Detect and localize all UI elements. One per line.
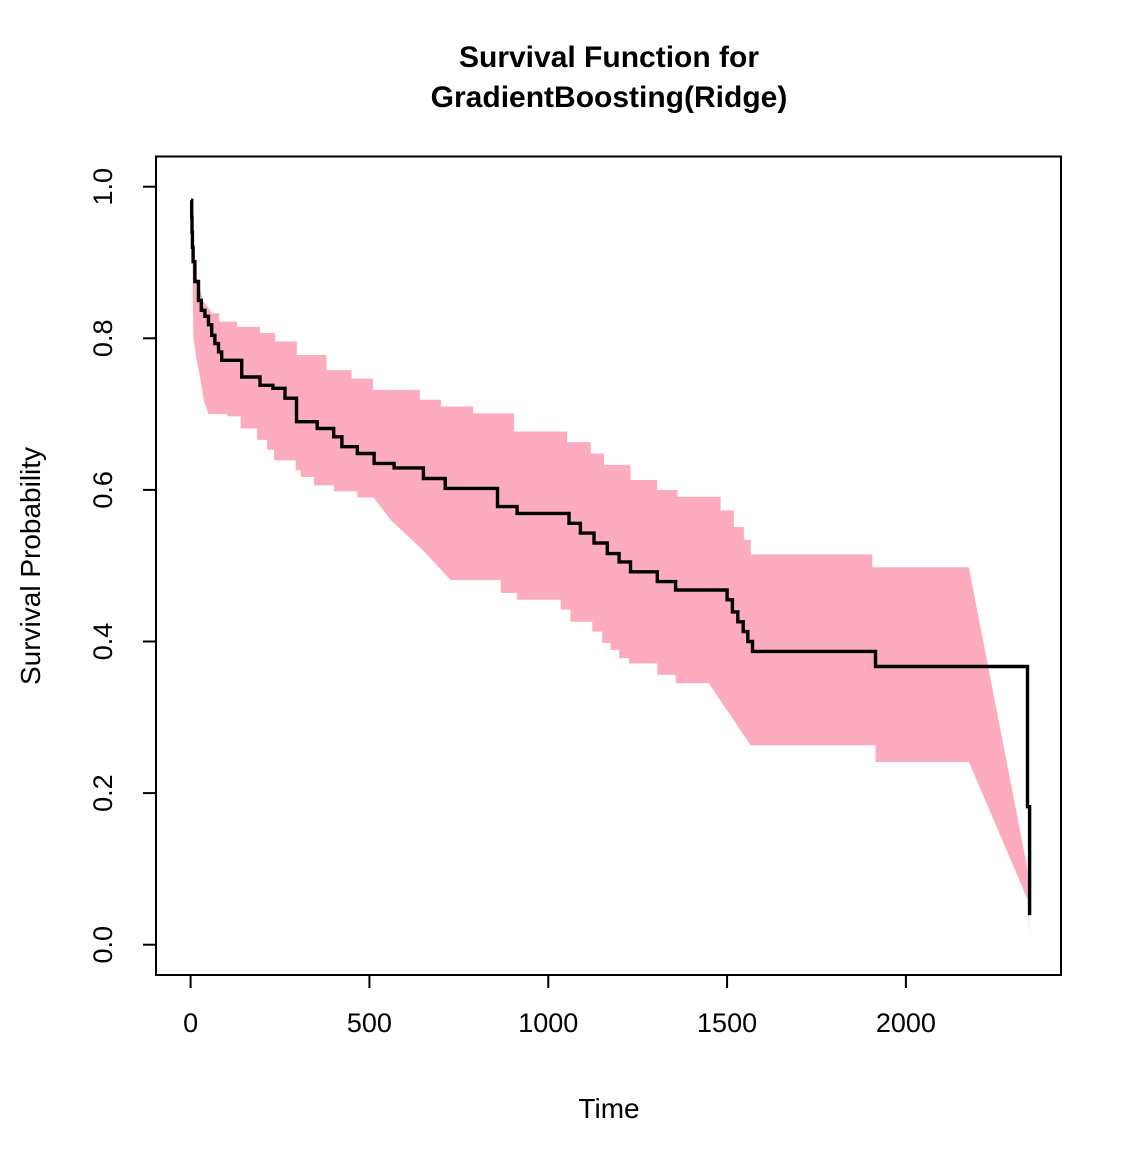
y-tick-label: 1.0 [88, 168, 118, 206]
x-tick-label: 500 [347, 1008, 392, 1038]
x-tick-label: 2000 [876, 1008, 936, 1038]
x-tick-label: 1500 [697, 1008, 757, 1038]
y-tick-label: 0.8 [88, 320, 118, 358]
x-axis-label: Time [578, 1093, 639, 1124]
chart-title-line2: GradientBoosting(Ridge) [431, 81, 788, 114]
plot-box [155, 155, 1062, 976]
confidence-band [192, 262, 1030, 938]
y-axis-label: Survival Probability [15, 447, 46, 685]
x-tick-label: 0 [183, 1008, 198, 1038]
confidence-band-layer [192, 262, 1030, 938]
survival-curve-layer [190, 198, 1032, 916]
y-tick-label: 0.6 [88, 471, 118, 509]
chart-title-line1: Survival Function for [459, 41, 759, 74]
axes-layer: 0 500 1000 1500 2000 0.0 0.2 0.4 0.6 0.8 1.0 [88, 155, 1062, 1038]
survival-curve [190, 198, 1032, 916]
y-tick-label: 0.2 [88, 774, 118, 812]
y-tick-label: 0.4 [88, 623, 118, 661]
y-tick-label: 0.0 [88, 926, 118, 964]
x-tick-label: 1000 [518, 1008, 578, 1038]
